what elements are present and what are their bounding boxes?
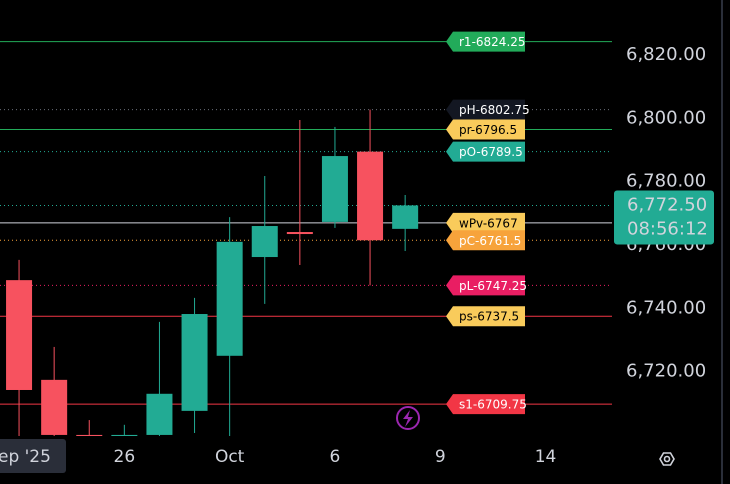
lightning-icon[interactable] — [396, 406, 420, 430]
candle-body — [251, 226, 278, 258]
candle-body — [392, 205, 419, 229]
y-tick-label: 6,720.00 — [626, 361, 706, 382]
y-tick-label: 6,820.00 — [626, 44, 706, 65]
candle-body — [357, 151, 384, 241]
candle-body — [6, 280, 33, 390]
level-tag-box — [446, 275, 525, 296]
price-badge — [614, 190, 714, 245]
level-tag-box — [446, 31, 525, 52]
x-tick-label: 26 — [114, 447, 136, 467]
plot-area — [0, 41, 612, 436]
candle-body — [41, 379, 68, 435]
level-tag-label: pO-6789.5 — [459, 145, 523, 159]
level-tag-box — [446, 141, 525, 162]
x-tick-label: Oct — [215, 447, 245, 467]
level-tag-label: s1-6709.75 — [459, 398, 527, 412]
level-tag-box — [446, 394, 525, 415]
level-tag: pC-6761.5 — [446, 230, 525, 251]
level-tag: pL-6747.25 — [446, 275, 527, 296]
candle-body — [111, 434, 138, 436]
level-tag-label: r1-6824.25 — [459, 35, 526, 49]
level-tag-label: wPv-6767 — [459, 216, 518, 230]
level-tag-box — [446, 230, 525, 251]
date-badge — [0, 439, 66, 473]
level-tag: pr-6796.5 — [446, 119, 525, 140]
x-tick-label: Sep '25 — [0, 447, 51, 467]
candle-body — [76, 434, 103, 436]
level-tag-box — [446, 212, 525, 233]
price-badge-label: 6,772.50 — [627, 194, 707, 215]
level-tag-label: pH-6802.75 — [459, 103, 530, 117]
candle-body — [146, 393, 173, 435]
level-tag-label: pC-6761.5 — [459, 234, 521, 248]
x-tick-label: 6 — [330, 447, 341, 467]
level-tag: wPv-6767 — [446, 212, 525, 233]
level-tag: ps-6737.5 — [446, 306, 525, 327]
level-tag-box — [446, 99, 525, 120]
candle-body — [216, 241, 243, 356]
countdown-label: 08:56:12 — [627, 218, 708, 239]
candle-body — [321, 156, 348, 222]
x-tick-label: 14 — [535, 447, 557, 467]
level-tag: s1-6709.75 — [446, 394, 527, 415]
level-tag: pO-6789.5 — [446, 141, 525, 162]
level-tag: r1-6824.25 — [446, 31, 526, 52]
y-tick-label: 6,800.00 — [626, 107, 706, 128]
y-tick-label: 6,740.00 — [626, 297, 706, 318]
level-tag-label: pr-6796.5 — [459, 123, 517, 137]
price-axis: 6,720.006,740.006,760.006,780.006,800.00… — [612, 44, 706, 382]
x-tick-label: 9 — [435, 447, 446, 467]
y-tick-label: 6,780.00 — [626, 171, 706, 192]
level-tag: pH-6802.75 — [446, 99, 530, 120]
level-tag-box — [446, 119, 525, 140]
candle-body — [181, 314, 208, 411]
level-tag-label: pL-6747.25 — [459, 279, 527, 293]
settings-icon[interactable] — [659, 452, 675, 466]
level-tag-label: ps-6737.5 — [459, 310, 519, 324]
candle-body — [286, 232, 313, 235]
level-tag-box — [446, 306, 525, 327]
